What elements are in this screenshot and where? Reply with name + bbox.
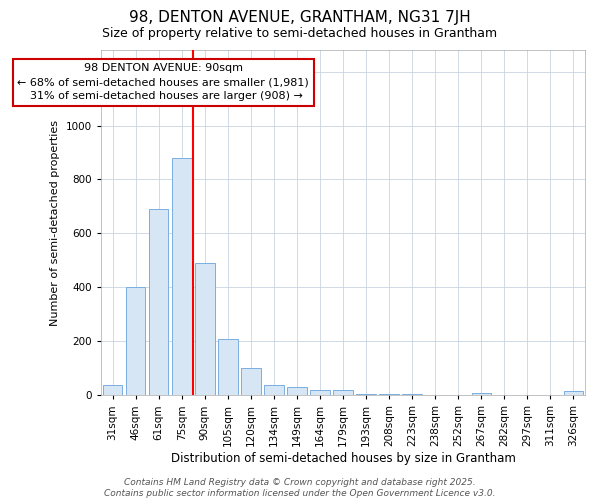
Bar	[472, 393, 491, 396]
Bar	[264, 384, 284, 396]
Bar	[425, 395, 445, 396]
Bar	[310, 390, 330, 396]
Bar	[218, 338, 238, 396]
Text: 98 DENTON AVENUE: 90sqm
← 68% of semi-detached houses are smaller (1,981)
  31% : 98 DENTON AVENUE: 90sqm ← 68% of semi-de…	[17, 64, 309, 102]
Bar	[379, 394, 399, 396]
Y-axis label: Number of semi-detached properties: Number of semi-detached properties	[50, 120, 60, 326]
Bar	[149, 209, 169, 396]
Bar	[448, 395, 468, 396]
Bar	[287, 387, 307, 396]
Bar	[126, 288, 145, 396]
X-axis label: Distribution of semi-detached houses by size in Grantham: Distribution of semi-detached houses by …	[170, 452, 515, 465]
Bar	[195, 263, 215, 396]
Bar	[403, 394, 422, 396]
Bar	[563, 391, 583, 396]
Bar	[333, 390, 353, 396]
Text: 98, DENTON AVENUE, GRANTHAM, NG31 7JH: 98, DENTON AVENUE, GRANTHAM, NG31 7JH	[129, 10, 471, 25]
Bar	[103, 384, 122, 396]
Bar	[356, 394, 376, 396]
Text: Contains HM Land Registry data © Crown copyright and database right 2025.
Contai: Contains HM Land Registry data © Crown c…	[104, 478, 496, 498]
Bar	[172, 158, 191, 396]
Bar	[241, 368, 260, 396]
Text: Size of property relative to semi-detached houses in Grantham: Size of property relative to semi-detach…	[103, 28, 497, 40]
